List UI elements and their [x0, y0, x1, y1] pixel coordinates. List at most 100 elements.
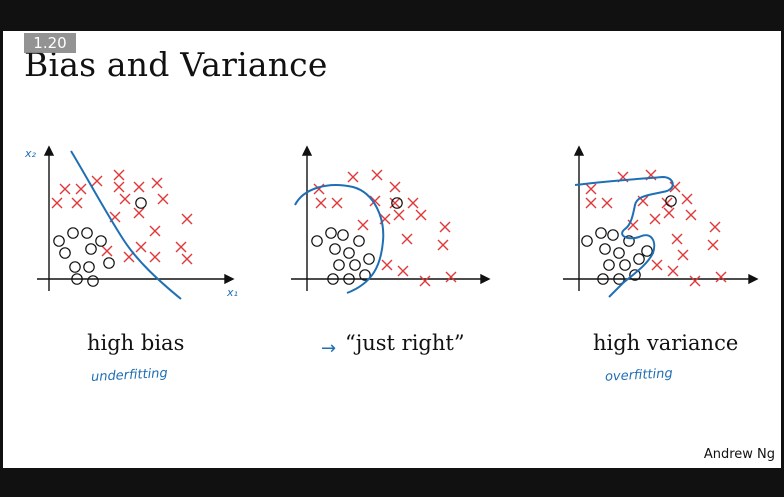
cross-marker [51, 197, 63, 209]
decision-boundary [574, 175, 674, 298]
cross-marker [667, 265, 679, 277]
x-axis-arrow [748, 273, 759, 285]
y-axis-arrow [301, 145, 313, 156]
circle-marker [641, 245, 653, 257]
cross-marker [123, 251, 135, 263]
circle-marker [623, 235, 635, 247]
cross-marker [585, 197, 597, 209]
circle-marker [59, 247, 71, 259]
circle-marker [69, 261, 81, 273]
circle-marker [135, 197, 147, 209]
plot-high-bias: x₂ x₁ [24, 145, 238, 300]
cross-marker [113, 169, 125, 181]
circle-marker [359, 269, 371, 281]
circle-marker [95, 235, 107, 247]
circle-marker [353, 235, 365, 247]
circle-marker [85, 243, 97, 255]
panel-high-bias: x₂ x₁ high bias underfitting [19, 141, 259, 385]
circle-marker [337, 229, 349, 241]
cross-marker [401, 233, 413, 245]
cross-marker [649, 213, 661, 225]
cross-marker [149, 225, 161, 237]
y-axis-arrow [43, 145, 55, 156]
cross-marker [671, 233, 683, 245]
panel-high-variance: high variance overfitting [547, 141, 781, 385]
cross-marker [445, 271, 457, 283]
circle-marker [629, 269, 641, 281]
y-axis-arrow [573, 145, 585, 156]
cross-marker [151, 177, 163, 189]
circle-marker [633, 253, 645, 265]
cross-markers [313, 169, 457, 287]
cross-marker [389, 197, 401, 209]
cross-marker [357, 219, 369, 231]
cross-marker [681, 193, 693, 205]
circle-marker [71, 273, 83, 285]
circle-marker [333, 259, 345, 271]
circle-marker [67, 227, 79, 239]
cross-marker [135, 241, 147, 253]
cross-marker [709, 221, 721, 233]
cross-marker [347, 171, 359, 183]
cross-marker [71, 197, 83, 209]
slide: Bias and Variance x₂ x₁ high bias underf… [3, 31, 781, 468]
y-axis-label: x₂ [24, 147, 37, 160]
circle-marker [391, 197, 403, 209]
decision-boundary [70, 150, 182, 300]
handwritten-note: underfitting [90, 366, 169, 385]
cross-marker [439, 221, 451, 233]
circle-marker [603, 259, 615, 271]
circle-marker [343, 247, 355, 259]
decision-boundary [294, 184, 385, 294]
cross-marker [101, 245, 113, 257]
cross-marker [677, 249, 689, 261]
cross-marker [715, 271, 727, 283]
x-axis-label: x₁ [226, 286, 238, 299]
axes [37, 145, 235, 291]
handwritten-note: overfitting [604, 366, 674, 385]
circle-marker [103, 257, 115, 269]
x-axis-arrow [480, 273, 491, 285]
author-credit: Andrew Ng [703, 447, 775, 462]
circle-marker [329, 243, 341, 255]
cross-marker [181, 213, 193, 225]
circle-marker [613, 273, 625, 285]
cross-marker [369, 195, 381, 207]
circle-marker [595, 227, 607, 239]
circle-marker [87, 275, 99, 287]
arrow-mark: → [321, 338, 337, 359]
cross-marker [181, 253, 193, 265]
cross-marker [133, 181, 145, 193]
cross-marker [393, 209, 405, 221]
cross-marker [389, 181, 401, 193]
cross-marker [685, 209, 697, 221]
axes [291, 145, 491, 291]
cross-marker [157, 193, 169, 205]
cross-marker [437, 239, 449, 251]
circle-marker [597, 273, 609, 285]
cross-marker [381, 259, 393, 271]
cross-marker [331, 197, 343, 209]
cross-marker [419, 275, 431, 287]
circle-markers [53, 197, 147, 287]
circle-marker [363, 253, 375, 265]
cross-marker [689, 275, 701, 287]
circle-marker [599, 243, 611, 255]
plot-just-right [291, 145, 491, 294]
circle-marker [349, 259, 361, 271]
circle-marker [311, 235, 323, 247]
cross-markers [51, 169, 193, 265]
cross-marker [113, 181, 125, 193]
cross-marker [175, 241, 187, 253]
circle-marker [607, 229, 619, 241]
circle-marker [581, 235, 593, 247]
panel-just-right: → “just right” [277, 141, 517, 359]
cross-marker [371, 169, 383, 181]
circle-marker [665, 195, 677, 207]
cross-marker [407, 197, 419, 209]
cross-marker [415, 209, 427, 221]
cross-marker [651, 259, 663, 271]
circle-marker [53, 235, 65, 247]
circle-marker [81, 227, 93, 239]
